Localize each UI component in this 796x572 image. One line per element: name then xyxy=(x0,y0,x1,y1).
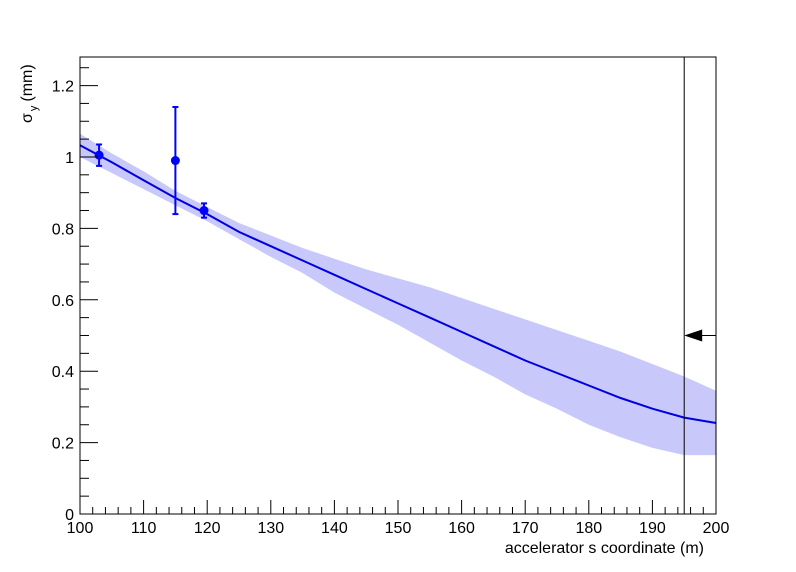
fit-curve xyxy=(79,144,717,424)
data-point-3 xyxy=(199,202,209,219)
marker-layer xyxy=(683,57,716,514)
y-tick-label: 1 xyxy=(65,150,74,167)
y-tick-label: 0.2 xyxy=(52,436,74,453)
fit-curve-layer xyxy=(79,144,717,424)
y-tick-label: 0.4 xyxy=(52,364,74,381)
x-tick-label: 190 xyxy=(639,520,666,537)
x-tick-label: 140 xyxy=(321,520,348,537)
y-axis-title-unit: (mm) xyxy=(19,64,36,101)
x-tick-label: 160 xyxy=(448,520,475,537)
x-tick-label: 150 xyxy=(385,520,412,537)
y-axis-title: σy (mm) xyxy=(19,64,40,123)
y-tick-label: 1.2 xyxy=(52,79,74,96)
x-tick-label: 200 xyxy=(703,520,730,537)
confidence-band-layer xyxy=(80,133,716,456)
data-points-layer xyxy=(94,105,209,219)
y-axis-title-subscript: y xyxy=(28,105,40,111)
x-tick-label: 100 xyxy=(67,520,94,537)
arrow-head-left-icon xyxy=(684,329,703,342)
y-tick-label: 0.8 xyxy=(52,221,74,238)
x-tick-label: 170 xyxy=(512,520,539,537)
x-axis-title: accelerator s coordinate (m) xyxy=(505,540,704,557)
y-axis-title-symbol: σ xyxy=(19,113,36,123)
x-tick-label: 130 xyxy=(257,520,284,537)
data-point-2 xyxy=(170,105,180,216)
y-axis-ticks: 0 0.2 0.4 0.6 0.8 1 1.2 xyxy=(52,67,98,524)
data-point-marker xyxy=(199,206,209,216)
x-tick-label: 110 xyxy=(131,520,157,537)
x-tick-label: 120 xyxy=(194,520,221,537)
x-axis-ticks: 100 110 120 130 140 150 160 170 180 190 200 xyxy=(67,500,730,537)
y-tick-label: 0 xyxy=(65,507,74,524)
data-point-marker xyxy=(94,150,104,160)
confidence-band xyxy=(80,133,716,456)
y-tick-label: 0.6 xyxy=(52,293,74,310)
x-tick-label: 180 xyxy=(575,520,602,537)
data-point-marker xyxy=(170,156,180,166)
